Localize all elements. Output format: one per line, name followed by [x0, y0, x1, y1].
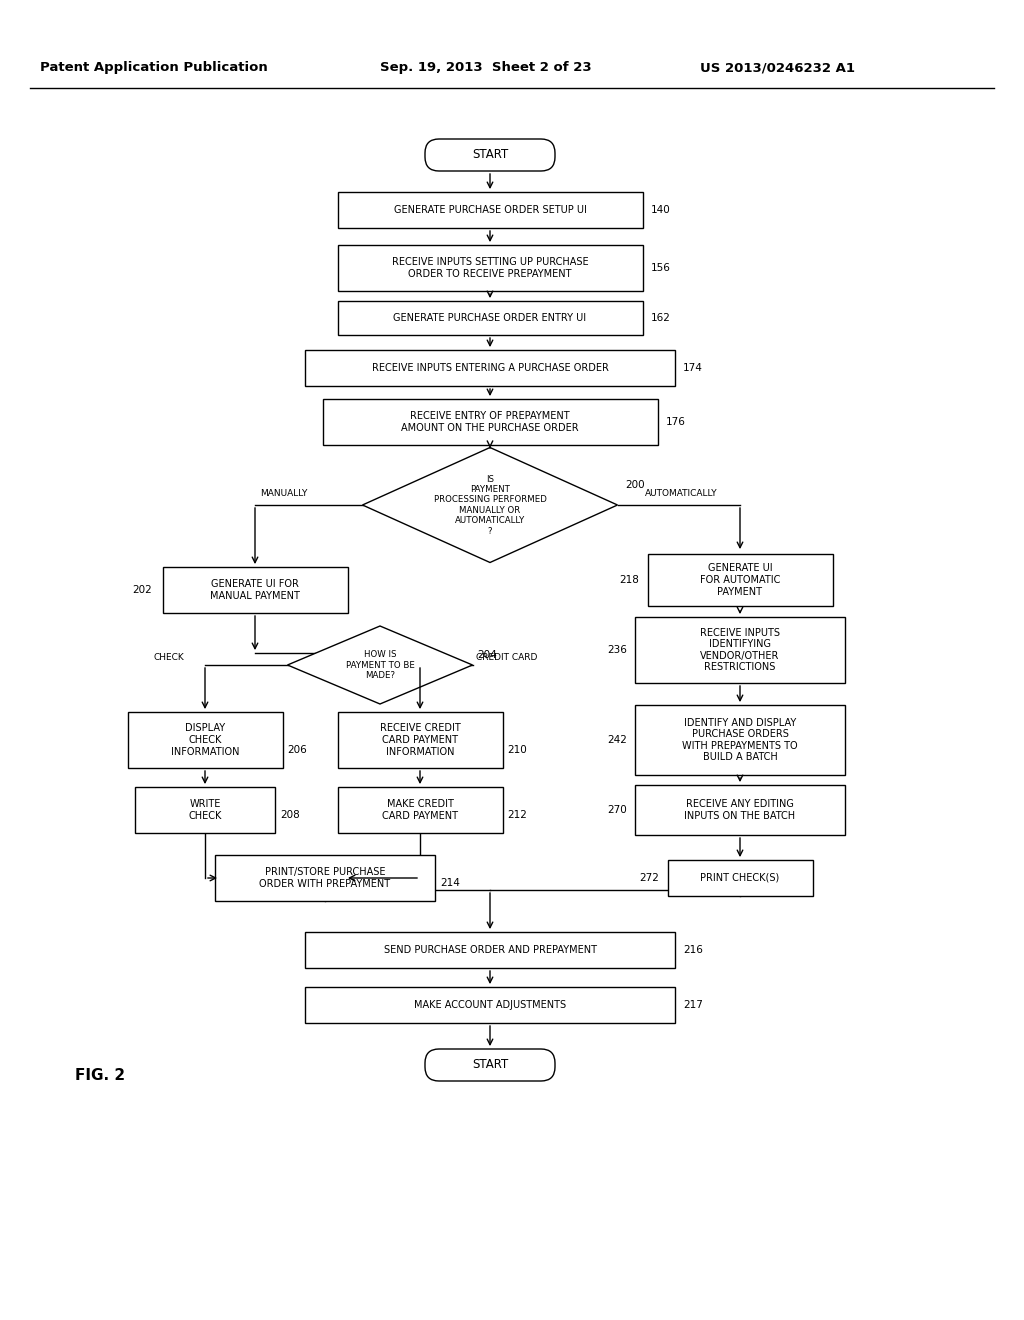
Bar — [305, 350, 675, 385]
Text: 202: 202 — [132, 585, 153, 595]
Text: GENERATE PURCHASE ORDER SETUP UI: GENERATE PURCHASE ORDER SETUP UI — [393, 205, 587, 215]
Text: START: START — [472, 149, 508, 161]
Text: 236: 236 — [607, 645, 627, 655]
Text: CHECK: CHECK — [153, 652, 183, 661]
Text: IDENTIFY AND DISPLAY
PURCHASE ORDERS
WITH PREPAYMENTS TO
BUILD A BATCH: IDENTIFY AND DISPLAY PURCHASE ORDERS WIT… — [682, 718, 798, 763]
Text: US 2013/0246232 A1: US 2013/0246232 A1 — [700, 62, 855, 74]
Text: 176: 176 — [666, 417, 685, 426]
Text: Patent Application Publication: Patent Application Publication — [40, 62, 267, 74]
Text: 272: 272 — [640, 873, 659, 883]
Bar — [305, 932, 675, 968]
Text: MAKE ACCOUNT ADJUSTMENTS: MAKE ACCOUNT ADJUSTMENTS — [414, 1001, 566, 1010]
Text: GENERATE PURCHASE ORDER ENTRY UI: GENERATE PURCHASE ORDER ENTRY UI — [393, 313, 587, 323]
Text: 212: 212 — [508, 810, 527, 820]
Text: MANUALLY: MANUALLY — [260, 488, 307, 498]
Bar — [338, 246, 642, 290]
Text: RECEIVE ANY EDITING
INPUTS ON THE BATCH: RECEIVE ANY EDITING INPUTS ON THE BATCH — [684, 799, 796, 821]
Bar — [338, 711, 503, 768]
Bar — [635, 705, 845, 775]
Text: 174: 174 — [683, 363, 702, 374]
Bar — [215, 855, 435, 902]
Text: 162: 162 — [650, 313, 671, 323]
Bar — [635, 616, 845, 682]
Bar — [668, 861, 812, 896]
Text: PRINT CHECK(S): PRINT CHECK(S) — [700, 873, 779, 883]
Text: Sep. 19, 2013  Sheet 2 of 23: Sep. 19, 2013 Sheet 2 of 23 — [380, 62, 592, 74]
Text: WRITE
CHECK: WRITE CHECK — [188, 799, 221, 821]
Text: 204: 204 — [477, 649, 498, 660]
Bar — [635, 785, 845, 836]
Text: DISPLAY
CHECK
INFORMATION: DISPLAY CHECK INFORMATION — [171, 723, 240, 756]
Text: RECEIVE ENTRY OF PREPAYMENT
AMOUNT ON THE PURCHASE ORDER: RECEIVE ENTRY OF PREPAYMENT AMOUNT ON TH… — [401, 412, 579, 433]
Text: 156: 156 — [650, 263, 671, 273]
Bar — [305, 987, 675, 1023]
Text: START: START — [472, 1059, 508, 1072]
Text: CREDIT CARD: CREDIT CARD — [475, 652, 537, 661]
Text: GENERATE UI
FOR AUTOMATIC
PAYMENT: GENERATE UI FOR AUTOMATIC PAYMENT — [699, 564, 780, 597]
Bar — [338, 191, 642, 228]
Bar — [647, 554, 833, 606]
Text: 210: 210 — [508, 744, 527, 755]
Polygon shape — [288, 626, 472, 704]
Text: RECEIVE INPUTS SETTING UP PURCHASE
ORDER TO RECEIVE PREPAYMENT: RECEIVE INPUTS SETTING UP PURCHASE ORDER… — [392, 257, 589, 279]
Text: 208: 208 — [280, 810, 300, 820]
Text: FIG. 2: FIG. 2 — [75, 1068, 125, 1082]
Bar — [135, 787, 275, 833]
Polygon shape — [362, 447, 617, 562]
Text: 140: 140 — [650, 205, 671, 215]
Text: 200: 200 — [626, 480, 645, 490]
Text: 270: 270 — [607, 805, 627, 814]
Text: AUTOMATICALLY: AUTOMATICALLY — [645, 488, 718, 498]
Text: SEND PURCHASE ORDER AND PREPAYMENT: SEND PURCHASE ORDER AND PREPAYMENT — [384, 945, 597, 954]
Bar — [338, 301, 642, 335]
FancyBboxPatch shape — [425, 1049, 555, 1081]
Text: IS
PAYMENT
PROCESSING PERFORMED
MANUALLY OR
AUTOMATICALLY
?: IS PAYMENT PROCESSING PERFORMED MANUALLY… — [433, 474, 547, 536]
Text: 217: 217 — [683, 1001, 702, 1010]
Text: 242: 242 — [607, 735, 627, 744]
FancyBboxPatch shape — [425, 139, 555, 172]
Text: RECEIVE CREDIT
CARD PAYMENT
INFORMATION: RECEIVE CREDIT CARD PAYMENT INFORMATION — [380, 723, 461, 756]
Text: GENERATE UI FOR
MANUAL PAYMENT: GENERATE UI FOR MANUAL PAYMENT — [210, 579, 300, 601]
Text: 206: 206 — [288, 744, 307, 755]
Text: RECEIVE INPUTS ENTERING A PURCHASE ORDER: RECEIVE INPUTS ENTERING A PURCHASE ORDER — [372, 363, 608, 374]
Bar — [323, 399, 657, 445]
Bar — [338, 787, 503, 833]
Text: PRINT/STORE PURCHASE
ORDER WITH PREPAYMENT: PRINT/STORE PURCHASE ORDER WITH PREPAYME… — [259, 867, 390, 888]
Text: HOW IS
PAYMENT TO BE
MADE?: HOW IS PAYMENT TO BE MADE? — [345, 651, 415, 680]
Text: RECEIVE INPUTS
IDENTIFYING
VENDOR/OTHER
RESTRICTIONS: RECEIVE INPUTS IDENTIFYING VENDOR/OTHER … — [700, 627, 780, 672]
Text: MAKE CREDIT
CARD PAYMENT: MAKE CREDIT CARD PAYMENT — [382, 799, 458, 821]
Text: 214: 214 — [440, 878, 460, 888]
Text: 216: 216 — [683, 945, 702, 954]
Bar — [163, 568, 347, 612]
Bar — [128, 711, 283, 768]
Text: 218: 218 — [620, 576, 639, 585]
